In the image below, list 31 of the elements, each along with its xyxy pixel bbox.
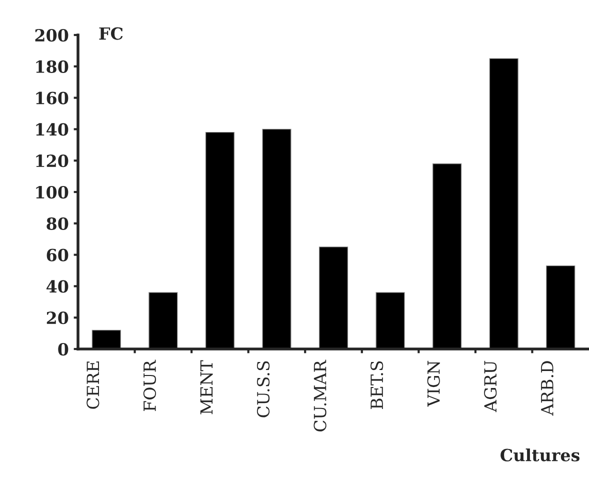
x-tick-label: BET.S [370,361,384,409]
y-tick-label: 140 [36,123,68,136]
bar [148,292,178,349]
y-tick-label: 160 [36,92,68,104]
x-tick-label: CERE [86,361,100,409]
y-tick-label: 60 [46,248,68,262]
x-tick-label: MENT [200,360,213,414]
y-axis-title: FC [99,27,123,40]
bar [318,246,348,349]
bar [376,292,405,349]
y-tick-label: 180 [36,60,68,73]
y-tick-label: 0 [58,342,68,356]
x-tick-label: ARB.D [541,361,554,416]
y-tick-label: 80 [46,217,68,230]
x-tick-label: CU.MAR [314,360,326,432]
y-tick-label: 20 [46,312,68,324]
x-tick-label: FOUR [143,360,156,412]
y-tick-label: 40 [46,280,68,293]
bar [92,330,121,349]
bar [205,132,234,349]
x-axis-title: Cultures [500,448,580,462]
bar [489,58,518,349]
bar [432,163,462,349]
x-tick-label: CU.S.S [256,361,270,418]
y-tick-label: 200 [35,28,68,42]
bar [262,128,292,349]
y-tick-label: 100 [36,186,68,199]
x-tick-label: VIGN [427,360,440,407]
y-tick-label: 120 [36,154,68,168]
x-tick-label: AGRU [484,360,497,412]
bar [546,265,576,349]
